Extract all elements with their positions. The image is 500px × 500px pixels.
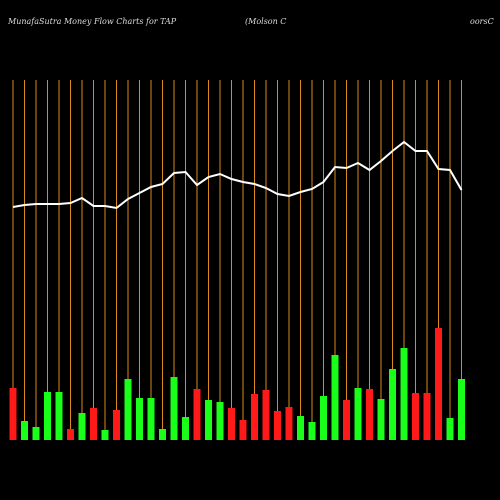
bar <box>90 408 97 440</box>
bar <box>354 388 362 440</box>
bar <box>343 400 350 440</box>
bar <box>366 389 373 440</box>
bar <box>216 402 224 440</box>
bar <box>113 410 120 440</box>
bar <box>274 411 281 440</box>
bar <box>170 377 178 440</box>
bar <box>377 399 385 440</box>
bar <box>101 430 109 440</box>
bar <box>44 392 51 440</box>
bar <box>67 429 74 440</box>
bar <box>21 421 28 440</box>
bar <box>320 396 327 440</box>
line <box>12 140 463 210</box>
bar <box>412 393 419 440</box>
bar <box>32 427 40 440</box>
chart-subtitle-tail: oorsC <box>470 17 494 26</box>
bar <box>239 420 247 440</box>
bar <box>55 392 63 440</box>
bar <box>331 355 339 440</box>
bar <box>458 379 465 440</box>
bar <box>285 407 293 440</box>
bar <box>423 393 431 440</box>
bar <box>9 388 17 440</box>
bar <box>124 379 132 440</box>
chart-title: MunafaSutra Money Flow Charts for TAP <box>7 17 177 26</box>
bar <box>228 408 235 440</box>
bar <box>205 400 212 440</box>
bar <box>78 413 86 440</box>
bar <box>251 394 258 440</box>
bar <box>182 417 189 440</box>
bar <box>308 422 316 440</box>
bar <box>193 389 201 440</box>
bar <box>262 390 270 440</box>
bar <box>400 348 408 440</box>
bar <box>297 416 304 440</box>
bar <box>389 369 396 440</box>
chart-subtitle: (Molson C <box>245 17 286 26</box>
bar <box>136 398 143 440</box>
bar <box>446 418 454 440</box>
bar <box>159 429 166 440</box>
bar <box>435 328 442 440</box>
bar <box>147 398 155 440</box>
